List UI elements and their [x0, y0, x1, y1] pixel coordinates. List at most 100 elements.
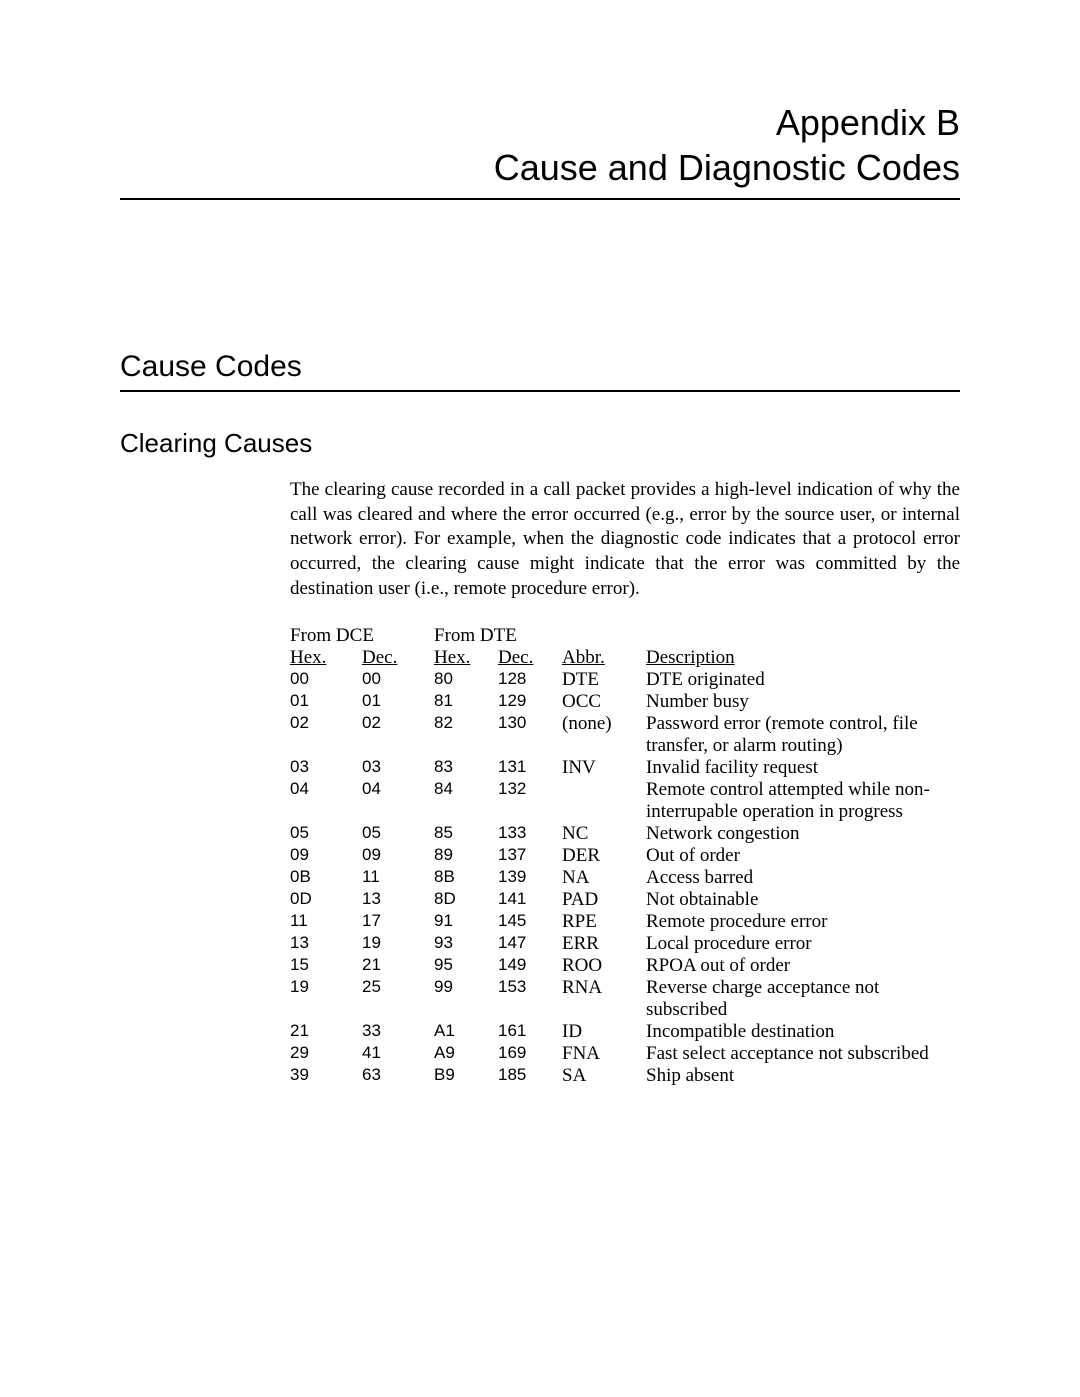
cell-abbr: NC — [562, 823, 646, 845]
cell-desc: Local procedure error — [646, 933, 960, 955]
cell-desc: Fast select acceptance not subscribed — [646, 1043, 960, 1065]
section-title: Cause Codes — [120, 350, 960, 384]
cell-desc: Ship absent — [646, 1065, 960, 1087]
cell-abbr: NA — [562, 867, 646, 889]
cell-hex2: 89 — [434, 845, 498, 867]
cell-hex: 04 — [290, 779, 362, 823]
appendix-title-line2: Cause and Diagnostic Codes — [494, 147, 960, 188]
table-row: 131993147ERRLocal procedure error — [290, 933, 960, 955]
table-row: 152195149ROORPOA out of order — [290, 955, 960, 977]
cell-hex2: A1 — [434, 1021, 498, 1043]
cell-hex2: 80 — [434, 669, 498, 691]
cell-dec2: 131 — [498, 757, 562, 779]
cell-hex: 0D — [290, 889, 362, 911]
cell-hex: 09 — [290, 845, 362, 867]
cell-hex2: 82 — [434, 713, 498, 757]
cell-abbr: ID — [562, 1021, 646, 1043]
cell-dec: 21 — [362, 955, 434, 977]
table-group-row: From DCE From DTE — [290, 625, 960, 647]
cell-hex2: 8D — [434, 889, 498, 911]
cell-abbr: INV — [562, 757, 646, 779]
cell-dec2: 133 — [498, 823, 562, 845]
col-desc: Description — [646, 647, 735, 668]
cell-abbr: RPE — [562, 911, 646, 933]
cell-desc: Password error (remote control, file tra… — [646, 713, 960, 757]
cell-dec2: 161 — [498, 1021, 562, 1043]
cell-abbr: OCC — [562, 691, 646, 713]
cell-desc: Reverse charge acceptance not subscribed — [646, 977, 960, 1021]
cell-hex2: 84 — [434, 779, 498, 823]
cell-desc: Out of order — [646, 845, 960, 867]
col-abbr: Abbr. — [562, 647, 605, 668]
intro-paragraph: The clearing cause recorded in a call pa… — [290, 478, 960, 601]
table-row: 040484132Remote control attempted while … — [290, 779, 960, 823]
cell-hex: 39 — [290, 1065, 362, 1087]
cell-hex2: 8B — [434, 867, 498, 889]
title-rule — [120, 198, 960, 200]
cell-desc: RPOA out of order — [646, 955, 960, 977]
table-row: 111791145RPERemote procedure error — [290, 911, 960, 933]
cell-dec2: 169 — [498, 1043, 562, 1065]
cell-dec: 00 — [362, 669, 434, 691]
cell-dec: 19 — [362, 933, 434, 955]
appendix-title-line1: Appendix B — [776, 102, 960, 143]
clearing-causes-table: From DCE From DTE Hex. Dec. Hex. Dec. Ab… — [290, 625, 960, 1087]
subsection-title: Clearing Causes — [120, 428, 960, 459]
group-header-dte: From DTE — [434, 625, 562, 647]
cell-hex: 15 — [290, 955, 362, 977]
cell-dec2: 132 — [498, 779, 562, 823]
table-row: 050585133NCNetwork congestion — [290, 823, 960, 845]
cell-dec: 13 — [362, 889, 434, 911]
cell-hex: 00 — [290, 669, 362, 691]
table-row: 3963B9185SAShip absent — [290, 1065, 960, 1087]
cell-abbr: ROO — [562, 955, 646, 977]
cell-abbr: PAD — [562, 889, 646, 911]
cell-dec2: 153 — [498, 977, 562, 1021]
cell-hex: 01 — [290, 691, 362, 713]
cell-hex2: 99 — [434, 977, 498, 1021]
cell-dec: 11 — [362, 867, 434, 889]
cell-dec2: 139 — [498, 867, 562, 889]
cell-hex2: 93 — [434, 933, 498, 955]
col-dec: Dec. — [362, 647, 397, 668]
cell-abbr — [562, 779, 646, 823]
table-row: 2941A9169FNAFast select acceptance not s… — [290, 1043, 960, 1065]
cell-dec2: 130 — [498, 713, 562, 757]
cell-hex: 13 — [290, 933, 362, 955]
cell-dec: 25 — [362, 977, 434, 1021]
cell-hex: 29 — [290, 1043, 362, 1065]
group-header-dce: From DCE — [290, 625, 434, 647]
cell-dec2: 145 — [498, 911, 562, 933]
cell-hex2: 83 — [434, 757, 498, 779]
cell-desc: Network congestion — [646, 823, 960, 845]
cell-dec2: 128 — [498, 669, 562, 691]
cell-hex2: A9 — [434, 1043, 498, 1065]
cell-abbr: DER — [562, 845, 646, 867]
cell-desc: DTE originated — [646, 669, 960, 691]
cell-abbr: FNA — [562, 1043, 646, 1065]
cell-dec2: 137 — [498, 845, 562, 867]
cell-desc: Remote procedure error — [646, 911, 960, 933]
cell-hex2: 91 — [434, 911, 498, 933]
cell-abbr: ERR — [562, 933, 646, 955]
cell-abbr: SA — [562, 1065, 646, 1087]
cell-desc: Not obtainable — [646, 889, 960, 911]
cell-hex: 05 — [290, 823, 362, 845]
body-block: The clearing cause recorded in a call pa… — [290, 478, 960, 1087]
cell-hex: 02 — [290, 713, 362, 757]
cell-hex: 19 — [290, 977, 362, 1021]
appendix-title: Appendix B Cause and Diagnostic Codes — [120, 100, 960, 190]
table-row: 2133A1161IDIncompatible destination — [290, 1021, 960, 1043]
table-row: 0D138D141PADNot obtainable — [290, 889, 960, 911]
cell-hex: 03 — [290, 757, 362, 779]
section-rule — [120, 390, 960, 392]
cell-desc: Access barred — [646, 867, 960, 889]
cell-dec: 03 — [362, 757, 434, 779]
col-hex2: Hex. — [434, 647, 470, 668]
cell-dec2: 185 — [498, 1065, 562, 1087]
cell-hex: 0B — [290, 867, 362, 889]
cell-dec2: 129 — [498, 691, 562, 713]
cell-hex: 21 — [290, 1021, 362, 1043]
cell-hex2: 95 — [434, 955, 498, 977]
cell-dec2: 141 — [498, 889, 562, 911]
